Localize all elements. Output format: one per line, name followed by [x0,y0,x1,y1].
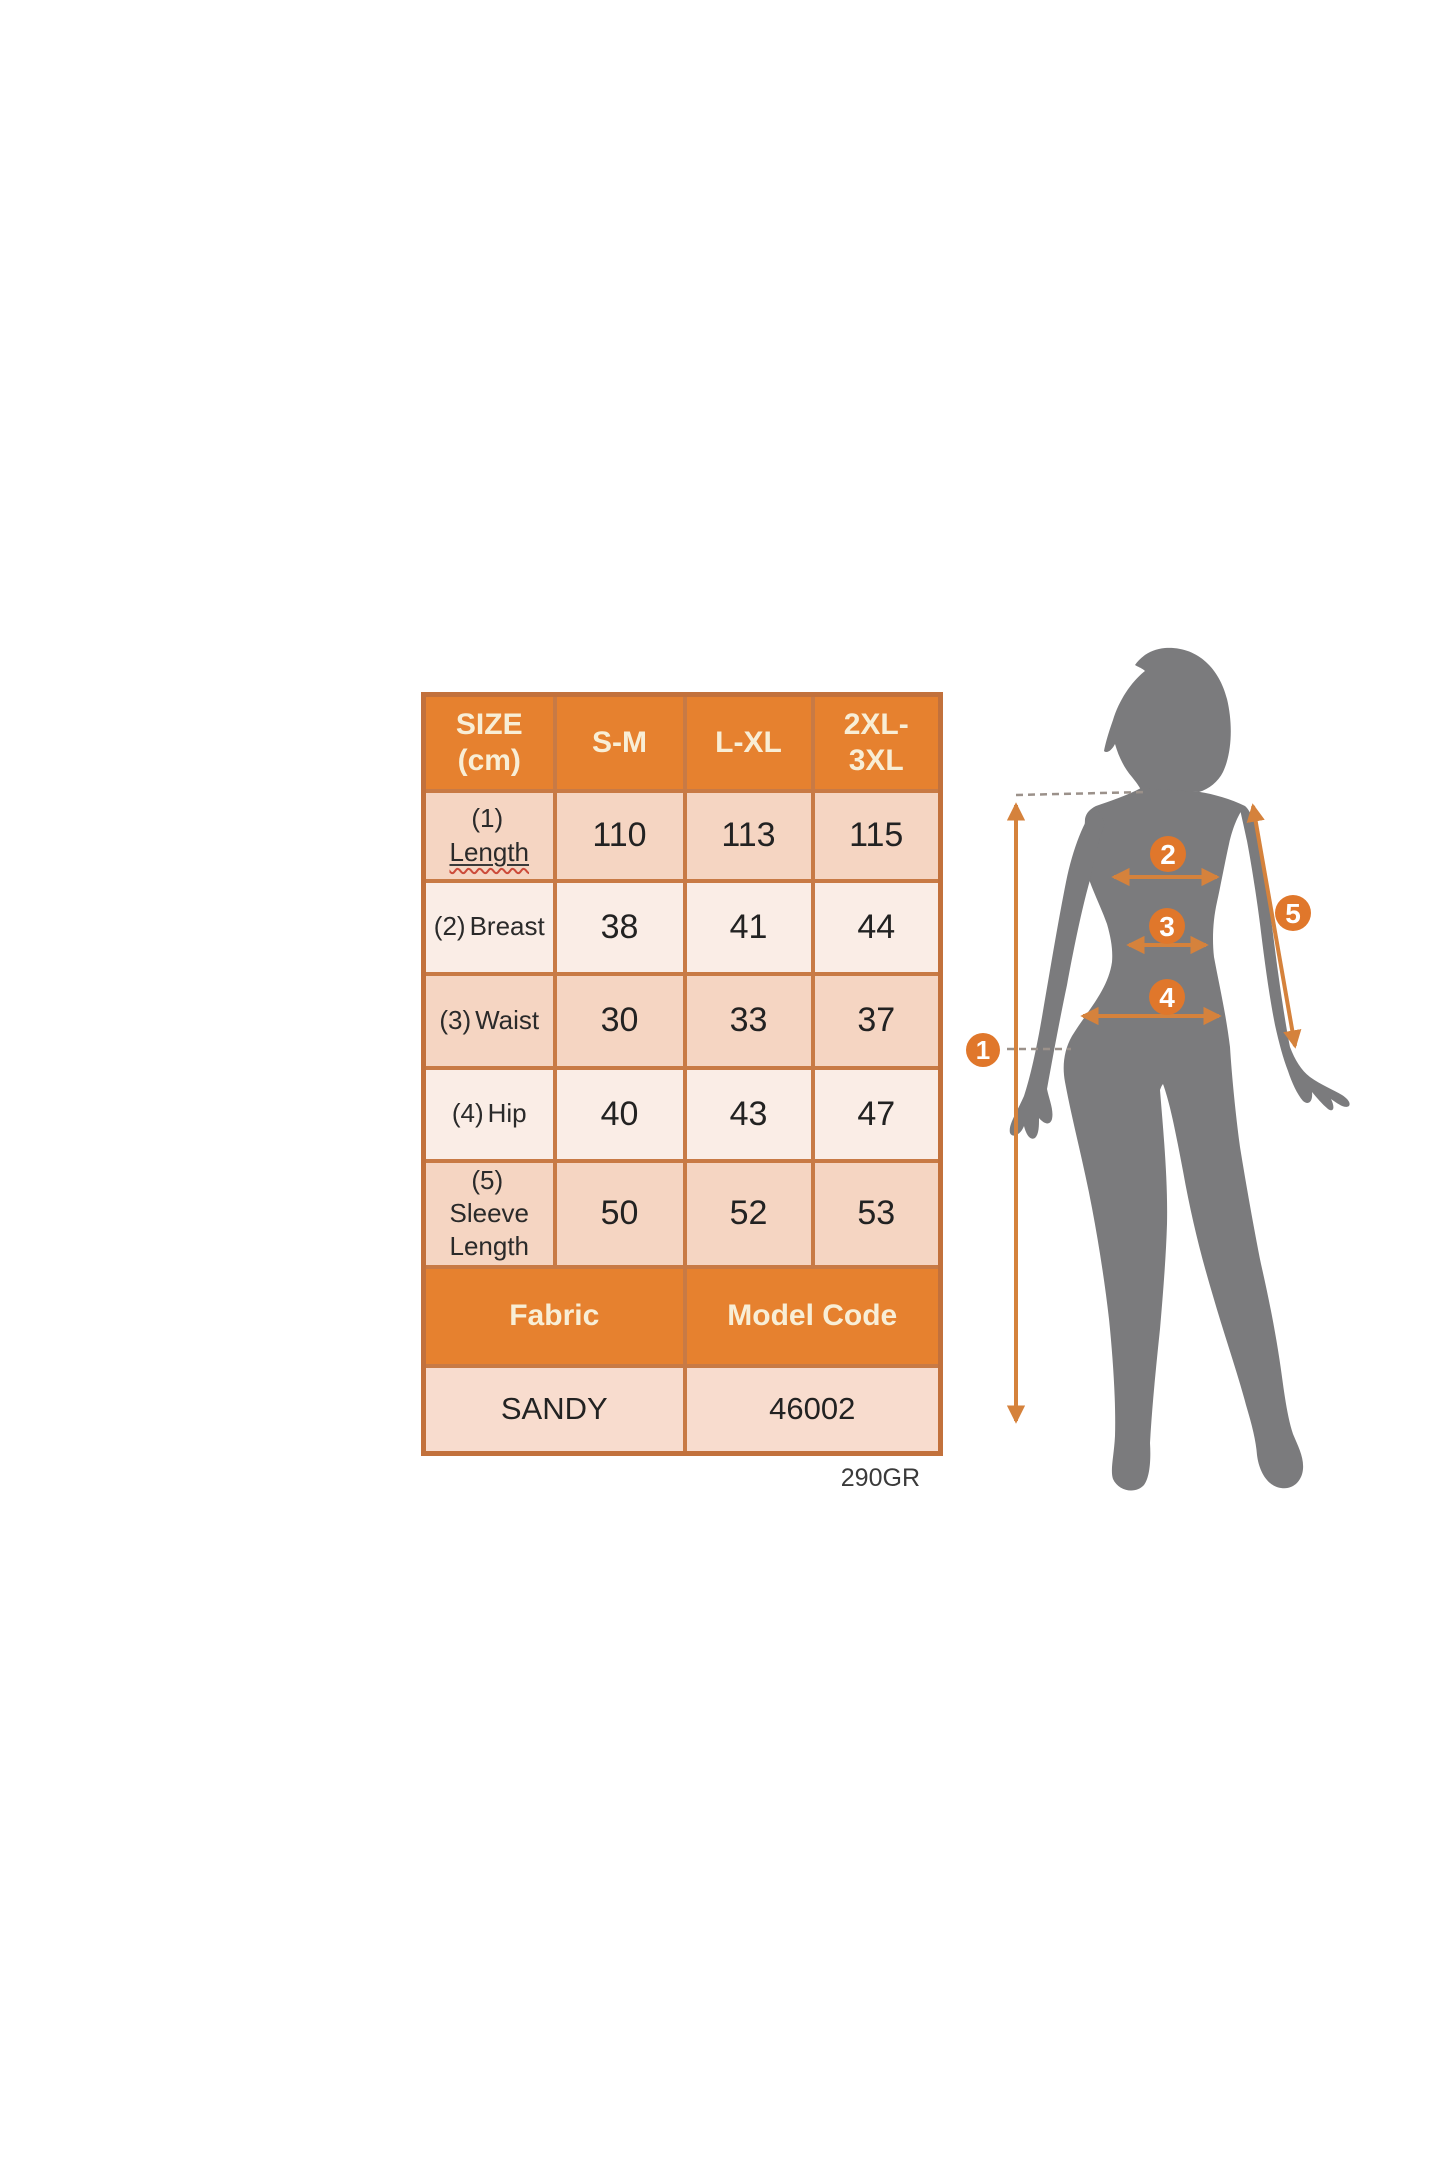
row-name: Length [449,836,530,867]
marker-group: 1 2 3 4 5 [966,836,1311,1067]
length-l-xl: 113 [682,788,815,883]
size-table-header-row: SIZE (cm) S-M L-XL 2XL-3XL [421,692,943,793]
row-name: Hip [487,1098,527,1129]
model-code-value: 46002 [682,1363,943,1456]
row-hip: (4) Hip 40 43 47 [421,1065,943,1163]
breast-l-xl: 41 [682,878,815,976]
header-2xl-3xl: 2XL-3XL [810,692,943,793]
breast-2xl-3xl: 44 [810,878,943,976]
table-footer-value-row: SANDY 46002 [421,1363,943,1456]
marker-label-4: 4 [1159,982,1175,1013]
waist-2xl-3xl: 37 [810,971,943,1070]
marker-label-5: 5 [1285,898,1301,929]
waist-s-m: 30 [552,971,687,1070]
left-arm-shape [1009,806,1105,1139]
row-num: (4) [451,1098,484,1129]
female-silhouette [1009,647,1350,1491]
head-shape [1104,647,1231,792]
fabric-value: SANDY [421,1363,687,1456]
row-label-hip: (4) Hip [421,1065,557,1163]
row-name: Sleeve Length [449,1197,530,1262]
waist-l-xl: 33 [682,971,815,1070]
row-num: (5) [471,1164,504,1195]
sleeve-l-xl: 52 [682,1158,815,1269]
shoulder-dashed-line [1015,790,1147,797]
hip-2xl-3xl: 47 [810,1065,943,1163]
hip-l-xl: 43 [682,1065,815,1163]
marker-circle-3 [1149,908,1185,944]
measurement-figure: 1 2 3 4 5 [966,647,1350,1491]
marker-label-3: 3 [1159,911,1175,942]
row-waist: (3) Waist 30 33 37 [421,971,943,1070]
row-num: (3) [439,1004,472,1035]
marker-label-1: 1 [976,1035,990,1065]
marker-circle-5 [1275,895,1311,931]
breast-s-m: 38 [552,878,687,976]
row-name: Breast [469,911,545,942]
fabric-header: Fabric [421,1264,687,1368]
row-sleeve-length: (5) Sleeve Length 50 52 53 [421,1158,943,1269]
row-label-waist: (3) Waist [421,971,557,1070]
row-num: (2) [433,911,466,942]
row-length: (1) Length 110 113 115 [421,788,943,883]
body-shape [1063,788,1304,1491]
row-name: Waist [475,1004,540,1035]
marker-circle-2 [1150,836,1186,872]
row-num: (1) [471,803,504,834]
model-code-header: Model Code [682,1264,943,1368]
size-table: SIZE (cm) S-M L-XL 2XL-3XL (1) Length 11… [421,692,943,1456]
sleeve-arrow [1246,803,1302,1049]
header-size-cm: SIZE (cm) [421,692,557,793]
row-label-breast: (2) Breast [421,878,557,976]
length-2xl-3xl: 115 [810,788,943,883]
length-s-m: 110 [552,788,687,883]
marker-label-2: 2 [1160,839,1176,870]
sleeve-2xl-3xl: 53 [810,1158,943,1269]
table-footer-header-row: Fabric Model Code [421,1264,943,1368]
row-label-sleeve-length: (5) Sleeve Length [421,1158,557,1269]
marker-circle-1 [966,1033,1000,1067]
row-label-length: (1) Length [421,788,557,883]
sleeve-s-m: 50 [552,1158,687,1269]
row-breast: (2) Breast 38 41 44 [421,878,943,976]
marker-circle-4 [1149,979,1185,1015]
right-arm-shape [1240,806,1350,1111]
hip-s-m: 40 [552,1065,687,1163]
weight-note: 290GR [840,1464,920,1492]
header-l-xl: L-XL [682,692,815,793]
header-s-m: S-M [552,692,687,793]
